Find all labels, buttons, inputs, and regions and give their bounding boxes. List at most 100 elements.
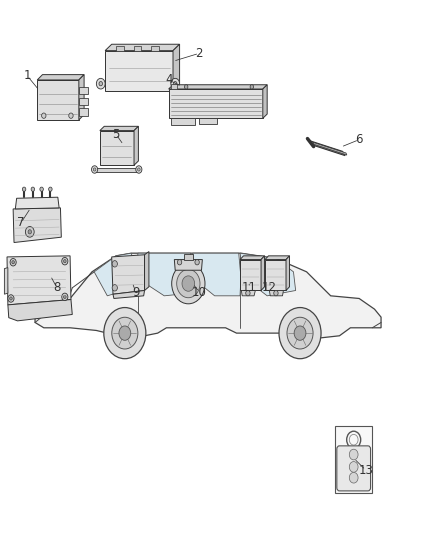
Polygon shape [37, 80, 79, 120]
Circle shape [8, 295, 14, 302]
Polygon shape [13, 208, 61, 243]
Polygon shape [241, 290, 255, 296]
Circle shape [64, 295, 66, 298]
Circle shape [31, 187, 35, 191]
Circle shape [49, 187, 52, 191]
Polygon shape [7, 256, 71, 305]
Bar [184, 254, 193, 260]
Circle shape [279, 308, 321, 359]
Polygon shape [310, 141, 345, 156]
Polygon shape [286, 256, 290, 290]
Bar [199, 118, 217, 124]
Polygon shape [263, 85, 267, 118]
Bar [171, 84, 177, 89]
Circle shape [287, 317, 313, 349]
Polygon shape [193, 253, 241, 296]
Text: 8: 8 [53, 281, 60, 294]
Polygon shape [15, 197, 59, 209]
Polygon shape [79, 108, 88, 116]
Polygon shape [8, 300, 72, 321]
Polygon shape [100, 131, 134, 165]
Polygon shape [113, 290, 145, 298]
Bar [116, 46, 124, 51]
Polygon shape [261, 256, 265, 290]
Text: 12: 12 [262, 281, 277, 294]
Circle shape [172, 263, 205, 304]
Circle shape [195, 260, 199, 265]
Polygon shape [174, 260, 202, 270]
Circle shape [350, 462, 358, 472]
Polygon shape [112, 255, 145, 294]
Circle shape [64, 260, 66, 263]
Polygon shape [94, 253, 136, 296]
Circle shape [177, 269, 200, 298]
Circle shape [10, 297, 12, 300]
Circle shape [104, 308, 146, 359]
Circle shape [99, 82, 102, 86]
Polygon shape [105, 44, 180, 51]
Polygon shape [95, 168, 139, 172]
Polygon shape [265, 260, 286, 290]
Circle shape [40, 187, 43, 191]
Bar [151, 46, 159, 51]
Text: 7: 7 [17, 216, 25, 229]
Circle shape [182, 276, 194, 291]
Polygon shape [169, 89, 263, 118]
Circle shape [25, 227, 34, 237]
Circle shape [92, 166, 98, 173]
Circle shape [112, 261, 117, 267]
Circle shape [42, 113, 46, 118]
Text: 2: 2 [195, 47, 203, 60]
Circle shape [138, 168, 140, 171]
Text: 13: 13 [358, 464, 373, 477]
Circle shape [136, 166, 142, 173]
Circle shape [246, 290, 250, 296]
Polygon shape [173, 44, 180, 91]
Polygon shape [269, 290, 283, 296]
Polygon shape [79, 98, 88, 105]
Circle shape [112, 285, 117, 291]
Bar [134, 46, 141, 51]
Text: 11: 11 [242, 281, 257, 294]
Polygon shape [240, 256, 265, 260]
Text: 6: 6 [355, 133, 363, 146]
Circle shape [112, 317, 138, 349]
Circle shape [22, 187, 26, 191]
Polygon shape [100, 126, 138, 131]
Circle shape [96, 78, 105, 89]
Polygon shape [79, 87, 88, 94]
Circle shape [119, 326, 131, 340]
Circle shape [274, 290, 278, 296]
Polygon shape [35, 253, 381, 338]
Text: 4: 4 [165, 74, 173, 86]
Text: 1: 1 [23, 69, 31, 82]
Text: 10: 10 [192, 286, 207, 298]
Polygon shape [240, 253, 296, 296]
Circle shape [350, 472, 358, 483]
Circle shape [177, 260, 182, 265]
Circle shape [62, 257, 68, 265]
Circle shape [294, 326, 306, 340]
Circle shape [69, 113, 73, 118]
Circle shape [184, 85, 188, 89]
Polygon shape [145, 252, 149, 290]
Polygon shape [169, 85, 267, 89]
Polygon shape [105, 51, 173, 91]
Polygon shape [4, 268, 8, 294]
Circle shape [28, 230, 32, 234]
Polygon shape [134, 126, 138, 165]
Text: 5: 5 [113, 128, 120, 141]
Circle shape [62, 293, 68, 301]
Bar [171, 118, 195, 125]
Circle shape [350, 449, 358, 460]
FancyBboxPatch shape [337, 446, 371, 491]
Polygon shape [79, 75, 84, 120]
Bar [335, 426, 372, 493]
Circle shape [12, 261, 14, 264]
Polygon shape [136, 253, 193, 296]
Polygon shape [313, 142, 347, 155]
Circle shape [250, 85, 254, 89]
Circle shape [173, 82, 177, 86]
Polygon shape [37, 75, 84, 80]
Circle shape [93, 168, 96, 171]
